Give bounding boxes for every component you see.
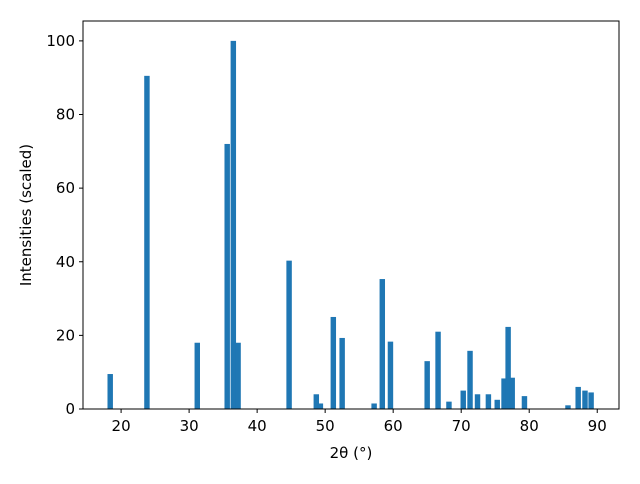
bar: [107, 374, 113, 409]
bar: [235, 342, 241, 409]
x-tick-label: 90: [588, 417, 607, 435]
bar: [509, 377, 515, 409]
bar: [460, 390, 466, 409]
x-tick-label: 50: [316, 417, 335, 435]
y-tick-label: 40: [56, 253, 75, 271]
x-tick-label: 70: [452, 417, 471, 435]
bar: [230, 40, 237, 409]
y-tick-label: 80: [56, 106, 75, 124]
plot-frame: [82, 20, 620, 410]
x-tick-label: 60: [384, 417, 403, 435]
y-tick-label: 100: [46, 32, 75, 50]
y-tick-label: 60: [56, 179, 75, 197]
x-axis-label: 2θ (°): [330, 444, 373, 462]
bar: [588, 392, 594, 409]
bar: [521, 396, 528, 409]
bar: [194, 342, 200, 409]
x-tick-label: 20: [112, 417, 131, 435]
bar: [286, 260, 292, 409]
bar: [575, 386, 581, 409]
bar: [435, 331, 441, 409]
bar: [474, 394, 481, 409]
bar: [494, 399, 500, 409]
bar: [501, 378, 507, 409]
bar: [505, 326, 511, 409]
bar: [424, 361, 430, 409]
bar: [485, 394, 492, 409]
y-axis-label: Intensities (scaled): [17, 144, 35, 286]
bar: [317, 403, 324, 409]
y-tick-label: 0: [65, 400, 75, 418]
bar: [565, 405, 571, 409]
y-tick-label: 20: [56, 326, 75, 344]
x-tick-label: 30: [180, 417, 199, 435]
bar: [446, 401, 452, 409]
bar: [582, 390, 588, 409]
x-tick-label: 80: [520, 417, 539, 435]
bar: [467, 350, 473, 409]
bar: [387, 341, 394, 409]
bar: [330, 316, 337, 409]
bar: [313, 394, 320, 409]
bar: [224, 143, 230, 409]
bar: [339, 337, 345, 409]
x-tick-label: 40: [248, 417, 267, 435]
bar: [371, 403, 377, 409]
bar: [379, 279, 386, 409]
bar: [144, 75, 150, 409]
